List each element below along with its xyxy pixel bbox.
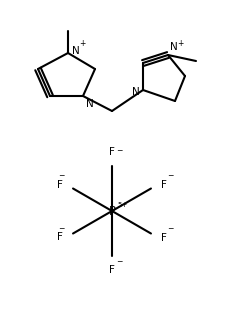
Text: −: − bbox=[166, 171, 172, 180]
Text: +: + bbox=[79, 39, 85, 48]
Text: −: − bbox=[166, 224, 172, 233]
Text: F: F bbox=[109, 265, 114, 275]
Text: −: − bbox=[115, 257, 122, 266]
Text: −: − bbox=[115, 146, 122, 155]
Text: 5+: 5+ bbox=[117, 202, 127, 208]
Text: F: F bbox=[57, 179, 63, 190]
Text: F: F bbox=[160, 232, 166, 243]
Text: F: F bbox=[160, 179, 166, 190]
Text: N: N bbox=[169, 42, 177, 52]
Text: N: N bbox=[132, 87, 139, 97]
Text: N: N bbox=[86, 99, 93, 109]
Text: F: F bbox=[109, 147, 114, 157]
Text: F: F bbox=[57, 232, 63, 243]
Text: −: − bbox=[58, 171, 64, 180]
Text: N: N bbox=[72, 46, 79, 56]
Text: +: + bbox=[176, 39, 183, 48]
Text: −: − bbox=[58, 224, 64, 233]
Text: P: P bbox=[108, 205, 115, 217]
